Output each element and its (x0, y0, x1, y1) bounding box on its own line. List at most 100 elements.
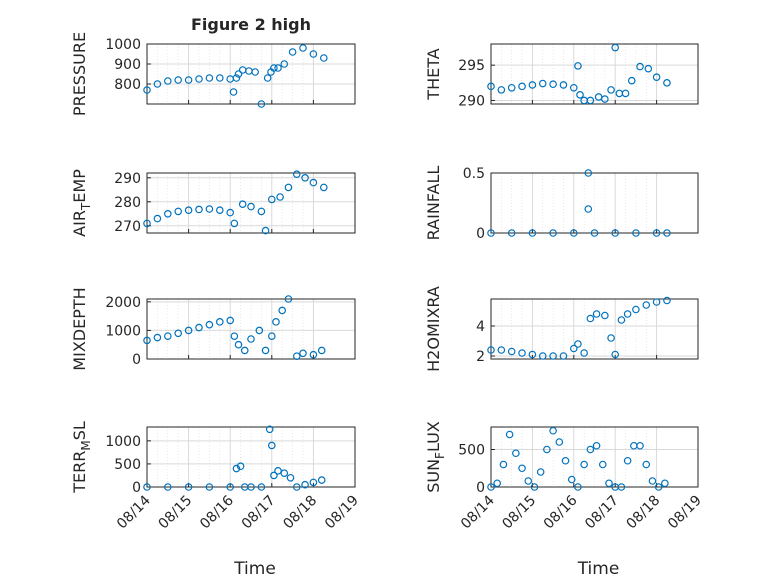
data-point (205, 483, 214, 491)
data-point (598, 460, 607, 469)
y-tick-label: 0 (132, 480, 141, 496)
data-point (549, 80, 557, 89)
data-point (284, 183, 293, 192)
axes-box (146, 298, 356, 360)
figure-title: Figure 2 high (191, 15, 311, 34)
data-point (143, 219, 151, 228)
data-point (184, 483, 193, 491)
data-point (299, 349, 307, 358)
data-point (226, 483, 235, 491)
data-point (301, 174, 309, 182)
data-point (536, 468, 545, 476)
data-point (317, 346, 326, 355)
data-point (518, 349, 526, 357)
data-point (255, 326, 264, 335)
data-point (580, 349, 588, 357)
y-tick-label: 4 (476, 319, 485, 335)
data-point (257, 207, 266, 216)
data-point (270, 471, 278, 480)
data-point (153, 80, 162, 88)
data-point (301, 480, 309, 489)
y-axis-label: SUNFLUX (424, 421, 447, 493)
y-tick-label: 1000 (105, 37, 141, 53)
data-point (205, 320, 214, 329)
data-point (584, 205, 593, 213)
data-point (601, 311, 609, 320)
data-point (549, 426, 557, 435)
subplot-6: 2 4 H2OMIXRA (424, 286, 699, 372)
data-point (497, 86, 506, 94)
data-point (280, 469, 289, 477)
data-point (661, 479, 669, 488)
data-point (617, 316, 626, 324)
data-point (238, 200, 247, 209)
data-point (251, 68, 259, 76)
data-point (574, 340, 582, 348)
data-point (184, 76, 193, 84)
data-point (590, 229, 599, 237)
data-point (226, 208, 235, 217)
data-point (230, 219, 239, 228)
data-point (270, 64, 278, 72)
data-point (236, 462, 245, 471)
subplot-3: 270 280 290 AIRTEMP (70, 169, 356, 237)
data-point (663, 296, 671, 305)
y-tick-label: 0 (132, 352, 141, 368)
y-tick-label: 0 (476, 480, 485, 496)
y-tick-label: 290 (114, 171, 141, 187)
data-point (274, 467, 282, 475)
data-point (234, 340, 243, 349)
y-tick-label: 500 (114, 457, 141, 473)
data-point (288, 48, 297, 56)
data-point (644, 64, 653, 73)
data-point (164, 332, 172, 340)
subplot-5: 0 1000 2000 MIXDEPTH (70, 287, 356, 371)
data-point (528, 81, 537, 89)
data-point (267, 332, 276, 340)
data-point (309, 50, 318, 58)
data-point (265, 425, 274, 434)
data-point (195, 323, 203, 332)
data-point (205, 74, 214, 82)
axes-box (490, 43, 699, 105)
data-point (284, 295, 293, 303)
data-point (240, 346, 249, 355)
data-point (611, 43, 620, 52)
data-point (592, 441, 601, 450)
axes-box (490, 172, 699, 234)
y-tick-label: 290 (458, 93, 485, 109)
data-point (278, 306, 287, 315)
y-tick-label: 500 (458, 443, 485, 459)
axes-box (490, 298, 699, 360)
data-point (569, 229, 578, 237)
subplot-2: 290 295 THETA (424, 43, 699, 109)
data-point (153, 214, 162, 223)
data-point (229, 88, 238, 96)
data-point (280, 60, 289, 68)
y-axis-label: H2OMIXRA (424, 286, 443, 372)
data-point (663, 229, 671, 237)
data-point (586, 445, 595, 454)
data-point (555, 438, 564, 446)
data-point (627, 76, 636, 85)
data-point (524, 477, 533, 485)
data-point (319, 183, 328, 192)
data-point (518, 464, 526, 473)
y-tick-label: 270 (114, 219, 141, 235)
x-axis-label: Time (577, 559, 620, 579)
data-point (499, 460, 508, 469)
y-tick-label: 295 (458, 58, 485, 74)
data-point (184, 326, 193, 335)
data-point (528, 229, 537, 237)
data-point (652, 229, 661, 237)
data-point (538, 79, 547, 88)
data-point (261, 346, 270, 355)
data-point (257, 483, 266, 491)
y-axis-label: TERRMSL (70, 421, 93, 494)
data-point (487, 483, 495, 491)
data-point (195, 205, 203, 214)
y-tick-label: 2000 (105, 295, 141, 311)
data-point (584, 169, 593, 177)
